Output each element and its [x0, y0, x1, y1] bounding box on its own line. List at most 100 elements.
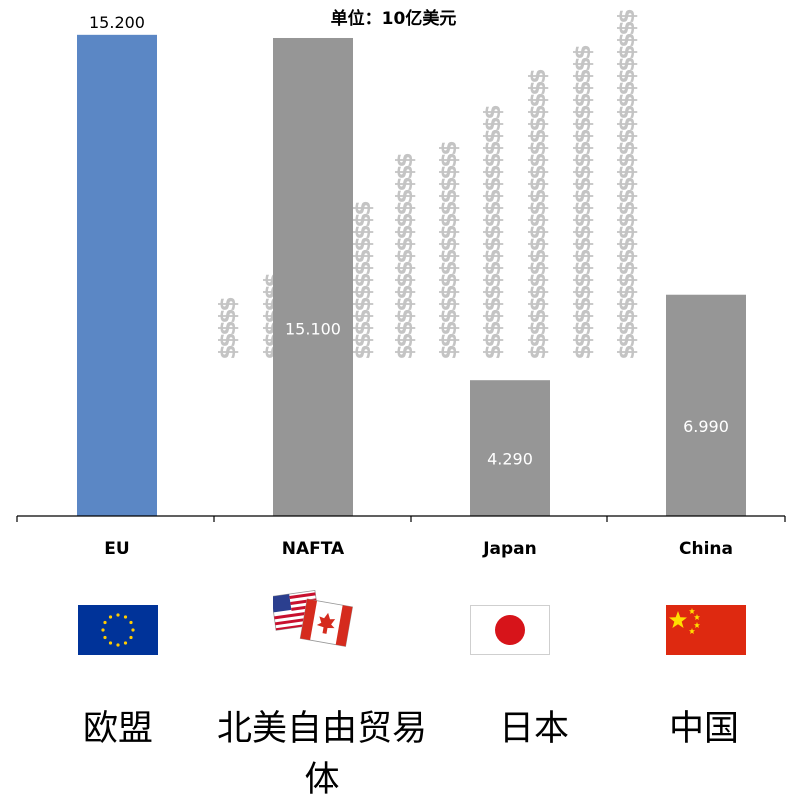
- dollar-sign-icon: $: [526, 104, 551, 119]
- dollar-sign-icon: $: [615, 176, 640, 191]
- dollar-column: $$$$$$$$$$$$$$$$$$$$$$$$$$$$$: [615, 8, 640, 359]
- dollar-sign-icon: $: [393, 248, 418, 263]
- dollar-sign-icon: $: [437, 176, 462, 191]
- dollar-sign-icon: $: [526, 320, 551, 335]
- dollar-sign-icon: $: [351, 224, 376, 239]
- dollar-sign-icon: $: [526, 260, 551, 275]
- dollar-sign-icon: $: [481, 152, 506, 167]
- dollar-sign-icon: $: [615, 320, 640, 335]
- dollar-sign-icon: $: [571, 116, 596, 131]
- dollar-sign-icon: $: [481, 308, 506, 323]
- dollar-sign-icon: $: [615, 128, 640, 143]
- chinese-label-china: 中国: [668, 709, 739, 749]
- dollar-sign-icon: $: [526, 116, 551, 131]
- dollar-sign-icon: $: [393, 320, 418, 335]
- bar-eu: [77, 34, 157, 517]
- dollar-sign-icon: $: [481, 260, 506, 275]
- dollar-sign-icon: $: [526, 296, 551, 311]
- dollar-sign-icon: $: [615, 140, 640, 155]
- dollar-sign-icon: $: [571, 68, 596, 83]
- dollar-sign-icon: $: [571, 176, 596, 191]
- dollar-sign-icon: $: [526, 128, 551, 143]
- dollar-sign-icon: $: [615, 296, 640, 311]
- dollar-sign-icon: $: [615, 212, 640, 227]
- dollar-sign-icon: $: [615, 236, 640, 251]
- dollar-sign-icon: $: [615, 284, 640, 299]
- dollar-sign-icon: $: [526, 164, 551, 179]
- japan-flag-icon: [470, 605, 550, 655]
- dollar-sign-icon: $: [481, 320, 506, 335]
- value-label-eu: 15.200: [89, 13, 145, 32]
- dollar-sign-icon: $: [526, 212, 551, 227]
- dollar-sign-icon: $: [481, 236, 506, 251]
- bar-chart: $ $ $ $ $ $ $ $ $ $ $ $ $ $ $ $ $ $ $ $ $ $ $ $ $ $ $ $ $ $ $ $ $ $ $ $ $ $ $ $…: [16, 8, 786, 800]
- dollar-sign-icon: $: [526, 344, 551, 359]
- dollar-sign-icon: $: [437, 260, 462, 275]
- dollar-sign-icon: $: [393, 236, 418, 251]
- dollar-sign-icon: $: [393, 188, 418, 203]
- dollar-sign-icon: $: [481, 332, 506, 347]
- dollar-sign-icon: $: [393, 152, 418, 167]
- dollar-sign-icon: $: [526, 284, 551, 299]
- dollar-sign-icon: $: [437, 188, 462, 203]
- dollar-column: $$$$$$$$$$$$$$$$$$$$$$$$$$: [571, 44, 596, 359]
- value-label-nafta: 15.100: [285, 319, 341, 338]
- unit-label: 单位：10亿美元: [330, 9, 457, 29]
- dollar-sign-icon: $: [615, 308, 640, 323]
- value-labels: 15.200 15.100 4.290 6.990: [89, 13, 729, 469]
- dollar-sign-icon: $: [351, 308, 376, 323]
- dollar-sign-icon: $: [526, 200, 551, 215]
- dollar-sign-icon: $: [393, 308, 418, 323]
- dollar-sign-icon: $: [571, 224, 596, 239]
- dollar-sign-icon: $: [481, 140, 506, 155]
- dollar-sign-icon: $: [393, 164, 418, 179]
- dollar-sign-icon: $: [571, 272, 596, 287]
- dollar-sign-icon: $: [351, 248, 376, 263]
- dollar-column: $$$$$: [216, 296, 241, 359]
- dollar-sign-icon: $: [571, 260, 596, 275]
- dollar-sign-icon: $: [615, 56, 640, 71]
- japan-flag-disc: [495, 615, 525, 645]
- dollar-sign-icon: $: [526, 80, 551, 95]
- dollar-sign-icon: $: [393, 200, 418, 215]
- dollar-sign-icon: $: [481, 128, 506, 143]
- value-label-china: 6.990: [683, 417, 729, 436]
- dollar-sign-icon: $: [571, 140, 596, 155]
- dollar-sign-icon: $: [615, 20, 640, 35]
- category-label-japan: Japan: [483, 539, 537, 559]
- dollar-sign-icon: $: [481, 344, 506, 359]
- dollar-sign-icon: $: [437, 272, 462, 287]
- dollar-sign-icon: $: [571, 212, 596, 227]
- dollar-sign-icon: $: [571, 92, 596, 107]
- dollar-sign-icon: $: [351, 236, 376, 251]
- dollar-sign-icon: $: [481, 200, 506, 215]
- dollar-sign-icon: $: [481, 284, 506, 299]
- dollar-sign-icon: $: [437, 212, 462, 227]
- dollar-sign-icon: $: [351, 200, 376, 215]
- dollar-sign-icon: $: [526, 272, 551, 287]
- dollar-sign-icon: $: [437, 200, 462, 215]
- dollar-sign-icon: $: [481, 116, 506, 131]
- dollar-column: $$$$$$$$$$$$$$$$$: [393, 152, 418, 359]
- dollar-sign-icon: $: [615, 344, 640, 359]
- dollar-sign-icon: $: [481, 272, 506, 287]
- dollar-sign-icon: $: [615, 44, 640, 59]
- dollar-sign-icon: $: [571, 80, 596, 95]
- dollar-sign-icon: $: [571, 332, 596, 347]
- bar-nafta: [273, 37, 353, 516]
- dollar-sign-icon: $: [351, 284, 376, 299]
- value-label-japan: 4.290: [487, 449, 533, 468]
- dollar-sign-icon: $: [571, 128, 596, 143]
- dollar-sign-icon: $: [615, 104, 640, 119]
- dollar-sign-icon: $: [393, 296, 418, 311]
- dollar-sign-icon: $: [481, 176, 506, 191]
- dollar-sign-icon: $: [615, 260, 640, 275]
- dollar-sign-icon: $: [393, 260, 418, 275]
- bar-japan: [470, 380, 550, 516]
- dollar-sign-icon: $: [393, 212, 418, 227]
- dollar-sign-icon: $: [437, 332, 462, 347]
- dollar-sign-icon: $: [615, 152, 640, 167]
- dollar-sign-icon: $: [481, 164, 506, 179]
- dollar-sign-icon: $: [351, 344, 376, 359]
- dollar-sign-icon: $: [526, 308, 551, 323]
